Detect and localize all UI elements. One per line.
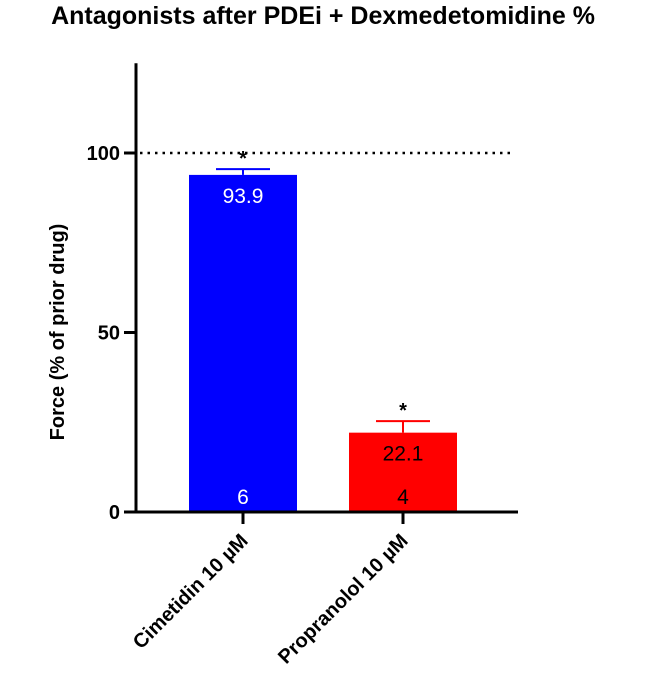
y-tick-label: 0 bbox=[109, 502, 120, 524]
x-tick-label: Cimetidin 10 µM bbox=[129, 530, 253, 654]
significance-marker: * bbox=[399, 400, 407, 422]
y-axis-title: Force (% of prior drug) bbox=[47, 224, 69, 441]
y-tick-label: 100 bbox=[87, 143, 120, 165]
value-label: 93.9 bbox=[223, 185, 264, 208]
significance-marker: * bbox=[239, 148, 247, 170]
value-label: 22.1 bbox=[383, 443, 424, 466]
bar bbox=[189, 174, 297, 513]
chart-title: Antagonists after PDEi + Dexmedetomidine… bbox=[51, 2, 595, 30]
y-tick-label: 50 bbox=[98, 323, 120, 345]
bar bbox=[349, 432, 457, 512]
x-tick-label: Propranolol 10 µM bbox=[274, 530, 412, 668]
n-label: 6 bbox=[237, 486, 249, 509]
n-label: 4 bbox=[397, 486, 409, 509]
